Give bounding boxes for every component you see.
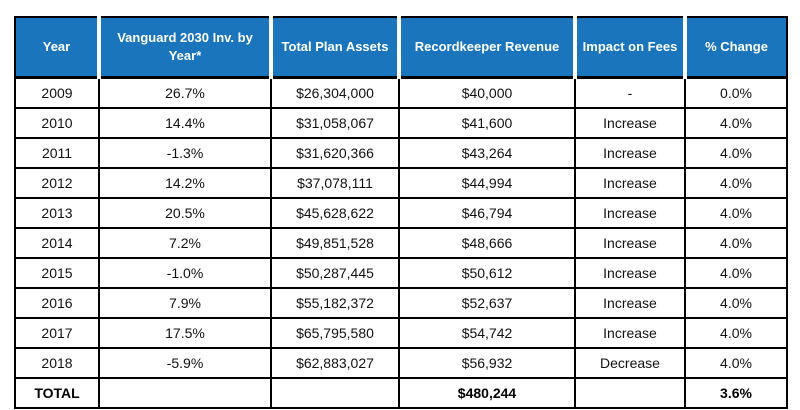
table-cell: Increase [574, 317, 686, 349]
table-row: 2011 -1.3% $31,620,366 $43,264 Increase … [14, 137, 788, 169]
column-header-vanguard-2030: Vanguard 2030 Inv. by Year* [97, 17, 271, 79]
table-row: 2016 7.9% $55,182,372 $52,637 Increase 4… [14, 287, 788, 319]
table-cell: Increase [574, 167, 686, 199]
table-cell: 2018 [14, 347, 100, 379]
table-cell: 2012 [14, 167, 100, 199]
table-cell: $40,000 [398, 76, 576, 109]
table-cell: 4.0% [684, 347, 788, 379]
table-cell: 7.9% [98, 287, 272, 319]
table-cell: $44,994 [398, 167, 576, 199]
table-cell: Increase [574, 227, 686, 259]
table-cell: $37,078,111 [270, 167, 400, 199]
table-cell: Increase [574, 197, 686, 229]
table-cell: Increase [574, 257, 686, 289]
total-revenue-cell: $480,244 [398, 377, 576, 409]
table-cell: 2015 [14, 257, 100, 289]
table-cell: 2017 [14, 317, 100, 349]
column-header-impact-on-fees: Impact on Fees [573, 17, 685, 79]
table-cell: 14.2% [98, 167, 272, 199]
total-percent-change-cell: 3.6% [684, 377, 788, 409]
table-row: 2009 26.7% $26,304,000 $40,000 - 0.0% [14, 76, 788, 109]
table-cell: $54,742 [398, 317, 576, 349]
table-cell: 7.2% [98, 227, 272, 259]
table-cell: 2013 [14, 197, 100, 229]
header-row: Year Vanguard 2030 Inv. by Year* Total P… [15, 17, 787, 79]
total-label-cell: TOTAL [14, 377, 100, 409]
table-cell: Increase [574, 107, 686, 139]
table-cell: $43,264 [398, 137, 576, 169]
table-cell [270, 377, 400, 409]
table-cell: -1.0% [98, 257, 272, 289]
table-cell: $55,182,372 [270, 287, 400, 319]
table-row: 2015 -1.0% $50,287,445 $50,612 Increase … [14, 257, 788, 289]
table-cell: $62,883,027 [270, 347, 400, 379]
table-cell: 14.4% [98, 107, 272, 139]
table-cell: Increase [574, 287, 686, 319]
table-row: 2010 14.4% $31,058,067 $41,600 Increase … [14, 107, 788, 139]
table-cell: 4.0% [684, 317, 788, 349]
table-row: 2017 17.5% $65,795,580 $54,742 Increase … [14, 317, 788, 349]
column-header-recordkeeper-revenue: Recordkeeper Revenue [397, 17, 575, 79]
table-cell: 26.7% [98, 76, 272, 109]
table-cell: 2011 [14, 137, 100, 169]
table-cell: 4.0% [684, 197, 788, 229]
table-cell: 20.5% [98, 197, 272, 229]
column-header-percent-change: % Change [683, 17, 787, 79]
table-row: 2018 -5.9% $62,883,027 $56,932 Decrease … [14, 347, 788, 379]
table-cell: $26,304,000 [270, 76, 400, 109]
column-header-total-plan-assets: Total Plan Assets [269, 17, 399, 79]
table-cell: 4.0% [684, 287, 788, 319]
table-cell: $52,637 [398, 287, 576, 319]
table-cell [98, 377, 272, 409]
table-cell: $31,058,067 [270, 107, 400, 139]
table-row: 2012 14.2% $37,078,111 $44,994 Increase … [14, 167, 788, 199]
table-cell: $65,795,580 [270, 317, 400, 349]
table-cell: $46,794 [398, 197, 576, 229]
table-cell: -1.3% [98, 137, 272, 169]
table-cell: 4.0% [684, 107, 788, 139]
recordkeeper-fees-table: Year Vanguard 2030 Inv. by Year* Total P… [14, 16, 788, 409]
table-cell: $50,287,445 [270, 257, 400, 289]
table-cell: 4.0% [684, 257, 788, 289]
table-cell: 2016 [14, 287, 100, 319]
table-cell: $31,620,366 [270, 137, 400, 169]
table-cell: 2010 [14, 107, 100, 139]
table-cell [574, 377, 686, 409]
total-row: TOTAL $480,244 3.6% [14, 377, 788, 409]
table-cell: $50,612 [398, 257, 576, 289]
table-cell: $48,666 [398, 227, 576, 259]
table-cell: - [574, 76, 686, 109]
table-cell: 4.0% [684, 137, 788, 169]
table-row: 2013 20.5% $45,628,622 $46,794 Increase … [14, 197, 788, 229]
table-cell: -5.9% [98, 347, 272, 379]
table-row: 2014 7.2% $49,851,528 $48,666 Increase 4… [14, 227, 788, 259]
table-cell: 17.5% [98, 317, 272, 349]
column-header-year: Year [15, 17, 99, 79]
table-cell: $45,628,622 [270, 197, 400, 229]
table-cell: 2014 [14, 227, 100, 259]
table-cell: 2009 [14, 76, 100, 109]
table-cell: Increase [574, 137, 686, 169]
table-cell: Decrease [574, 347, 686, 379]
table-cell: $49,851,528 [270, 227, 400, 259]
table-cell: 0.0% [684, 76, 788, 109]
table-cell: 4.0% [684, 227, 788, 259]
table-cell: 4.0% [684, 167, 788, 199]
table-cell: $56,932 [398, 347, 576, 379]
table-cell: $41,600 [398, 107, 576, 139]
